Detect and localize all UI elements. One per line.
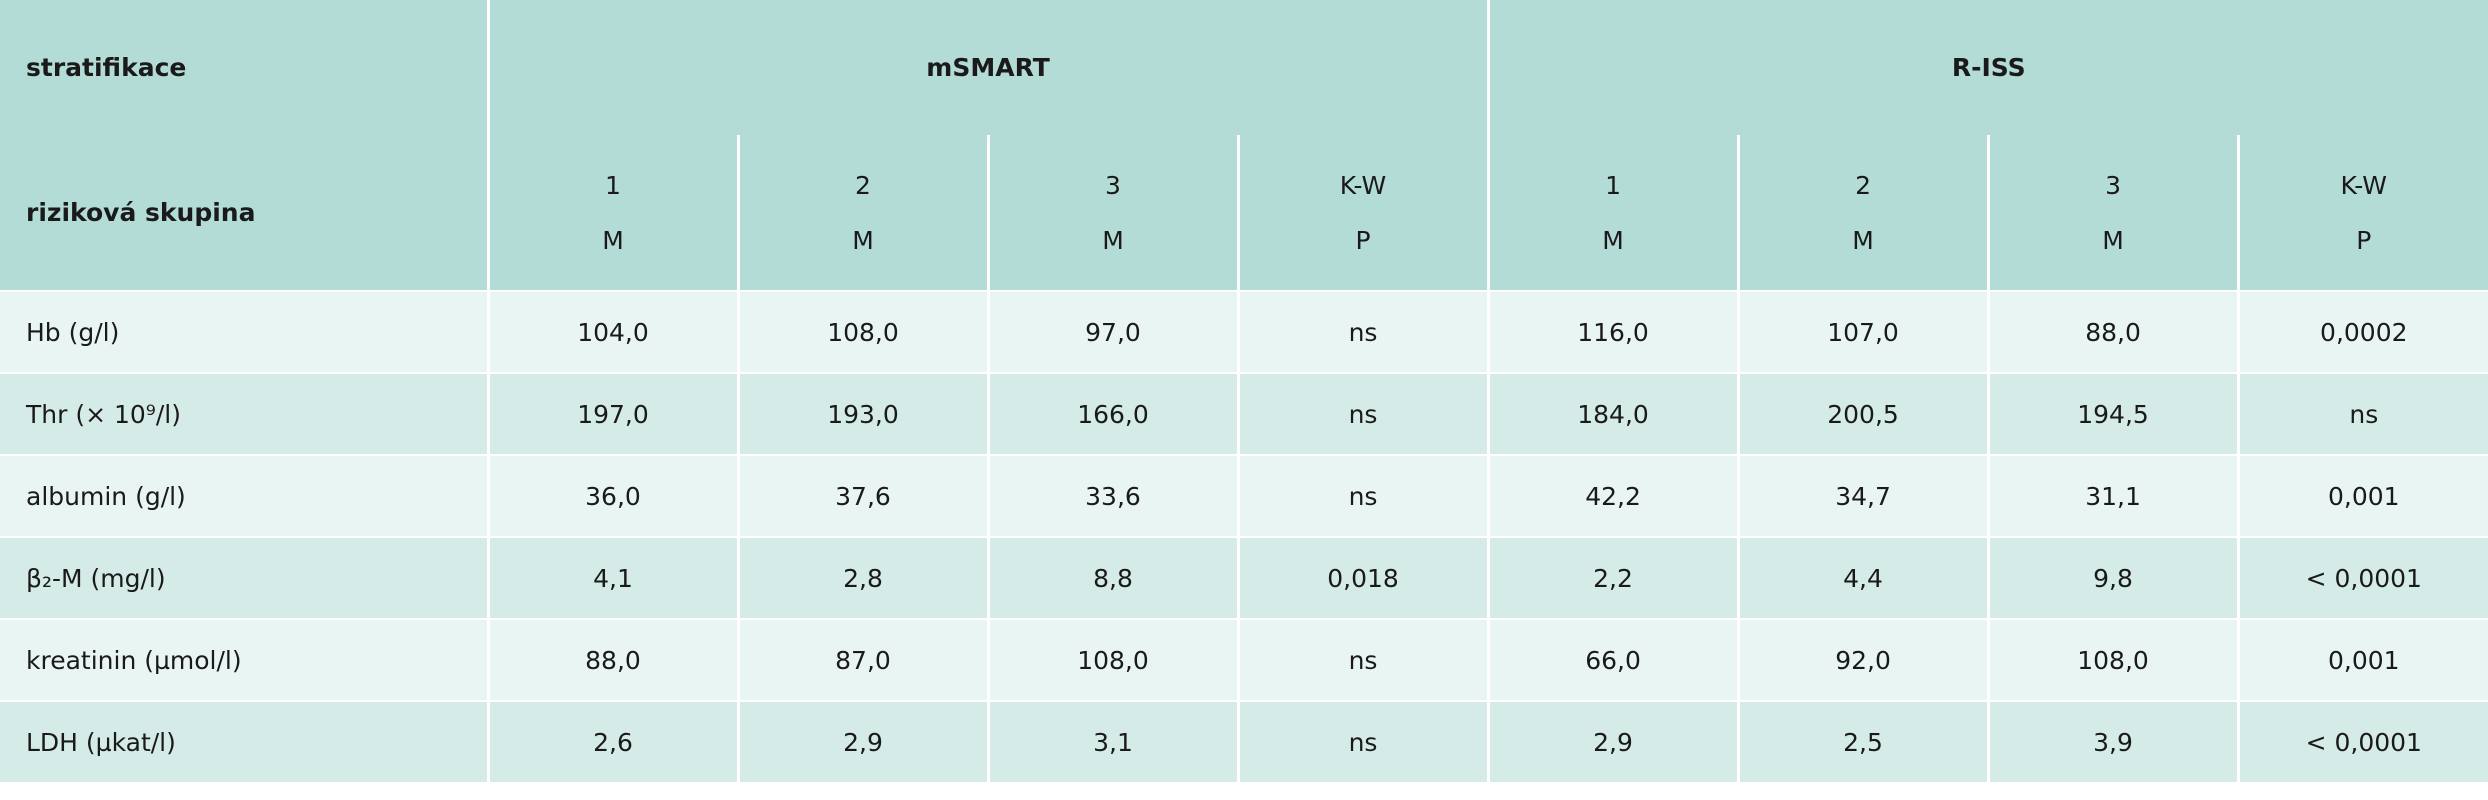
cell: 8,8: [988, 536, 1240, 619]
data-row: Thr (× 10⁹/l) 197,0 193,0 166,0 ns 184,0 200,5…: [0, 372, 2488, 455]
cell: 108,0: [988, 618, 1240, 701]
row-label: Hb (g/l): [0, 290, 490, 373]
column-label: 2: [1855, 170, 1871, 200]
cell: 0,0002: [2238, 290, 2488, 373]
group-header: mSMART: [488, 0, 1490, 135]
cell: 116,0: [1488, 290, 1740, 373]
cell: 88,0: [1988, 290, 2240, 373]
cell: 184,0: [1488, 372, 1740, 455]
column-stat: M: [1602, 225, 1624, 255]
cell: 36,0: [488, 454, 740, 537]
cell: ns: [1238, 700, 1490, 782]
cell: ns: [1238, 454, 1490, 537]
column-header: K-W P: [2238, 135, 2488, 291]
cell: 2,9: [1488, 700, 1740, 782]
cell: 194,5: [1988, 372, 2240, 455]
cell: 31,1: [1988, 454, 2240, 537]
header-row: stratifikace mSMART R-ISS: [0, 0, 2488, 135]
row-label: LDH (µkat/l): [0, 700, 490, 782]
cell: ns: [1238, 372, 1490, 455]
cell: 9,8: [1988, 536, 2240, 619]
column-stat: M: [1102, 225, 1124, 255]
data-row: Hb (g/l) 104,0 108,0 97,0 ns 116,0 107,0 88,0 0,…: [0, 290, 2488, 373]
cell: < 0,0001: [2238, 700, 2488, 782]
cell: 92,0: [1738, 618, 1990, 701]
column-header: K-W P: [1238, 135, 1490, 291]
row-label: kreatinin (µmol/l): [0, 618, 490, 701]
cell: 0,001: [2238, 618, 2488, 701]
cell: 108,0: [738, 290, 990, 373]
cell: 3,1: [988, 700, 1240, 782]
cell: < 0,0001: [2238, 536, 2488, 619]
data-row: LDH (µkat/l) 2,6 2,9 3,1 ns 2,9 2,5 3,9 < 0,0001: [0, 700, 2488, 782]
cell: 37,6: [738, 454, 990, 537]
cell: 2,6: [488, 700, 740, 782]
cell: 197,0: [488, 372, 740, 455]
column-label: 1: [605, 170, 621, 200]
cell: ns: [1238, 290, 1490, 373]
column-label: 3: [2105, 170, 2121, 200]
cell: 3,9: [1988, 700, 2240, 782]
cell: 42,2: [1488, 454, 1740, 537]
column-label: 1: [1605, 170, 1621, 200]
cell: 193,0: [738, 372, 990, 455]
row-label: Thr (× 10⁹/l): [0, 372, 490, 455]
data-row: kreatinin (µmol/l) 88,0 87,0 108,0 ns 66,0 92,…: [0, 618, 2488, 701]
cell: 2,5: [1738, 700, 1990, 782]
cell: 4,4: [1738, 536, 1990, 619]
column-label: K-W: [2340, 170, 2388, 200]
cell: 66,0: [1488, 618, 1740, 701]
cell: 97,0: [988, 290, 1240, 373]
cell: 88,0: [488, 618, 740, 701]
row-label: albumin (g/l): [0, 454, 490, 537]
stratification-label: stratifikace: [0, 0, 490, 135]
cell: 107,0: [1738, 290, 1990, 373]
cell: ns: [2238, 372, 2488, 455]
data-row: β₂-M (mg/l) 4,1 2,8 8,8 0,018 2,2 4,4 9,8 < 0,00…: [0, 536, 2488, 619]
cell: 200,5: [1738, 372, 1990, 455]
cell: 104,0: [488, 290, 740, 373]
column-label: K-W: [1339, 170, 1387, 200]
cell: 87,0: [738, 618, 990, 701]
column-stat: M: [852, 225, 874, 255]
cell: 0,001: [2238, 454, 2488, 537]
cell: 166,0: [988, 372, 1240, 455]
cell: 0,018: [1238, 536, 1490, 619]
cell: 4,1: [488, 536, 740, 619]
group-label: riziková skupina: [0, 135, 490, 291]
column-stat: P: [1355, 225, 1371, 255]
column-stat: M: [1852, 225, 1874, 255]
cell: 2,8: [738, 536, 990, 619]
column-stat: M: [602, 225, 624, 255]
cell: 108,0: [1988, 618, 2240, 701]
subheader-row: riziková skupina 1 M 2 M 3 M K-W P 1 M 2 M 3 M K-W P: [0, 135, 2488, 291]
group-header: R-ISS: [1488, 0, 2488, 135]
column-stat: P: [2356, 225, 2372, 255]
column-label: 2: [855, 170, 871, 200]
cell: 2,9: [738, 700, 990, 782]
row-label: β₂-M (mg/l): [0, 536, 490, 619]
cell: 33,6: [988, 454, 1240, 537]
data-row: albumin (g/l) 36,0 37,6 33,6 ns 42,2 34,7 31,1 0…: [0, 454, 2488, 537]
column-stat: M: [2102, 225, 2124, 255]
column-label: 3: [1105, 170, 1121, 200]
cell: 2,2: [1488, 536, 1740, 619]
cell: 34,7: [1738, 454, 1990, 537]
cell: ns: [1238, 618, 1490, 701]
data-table: stratifikace mSMART R-ISS riziková skupina 1…: [0, 0, 2488, 782]
